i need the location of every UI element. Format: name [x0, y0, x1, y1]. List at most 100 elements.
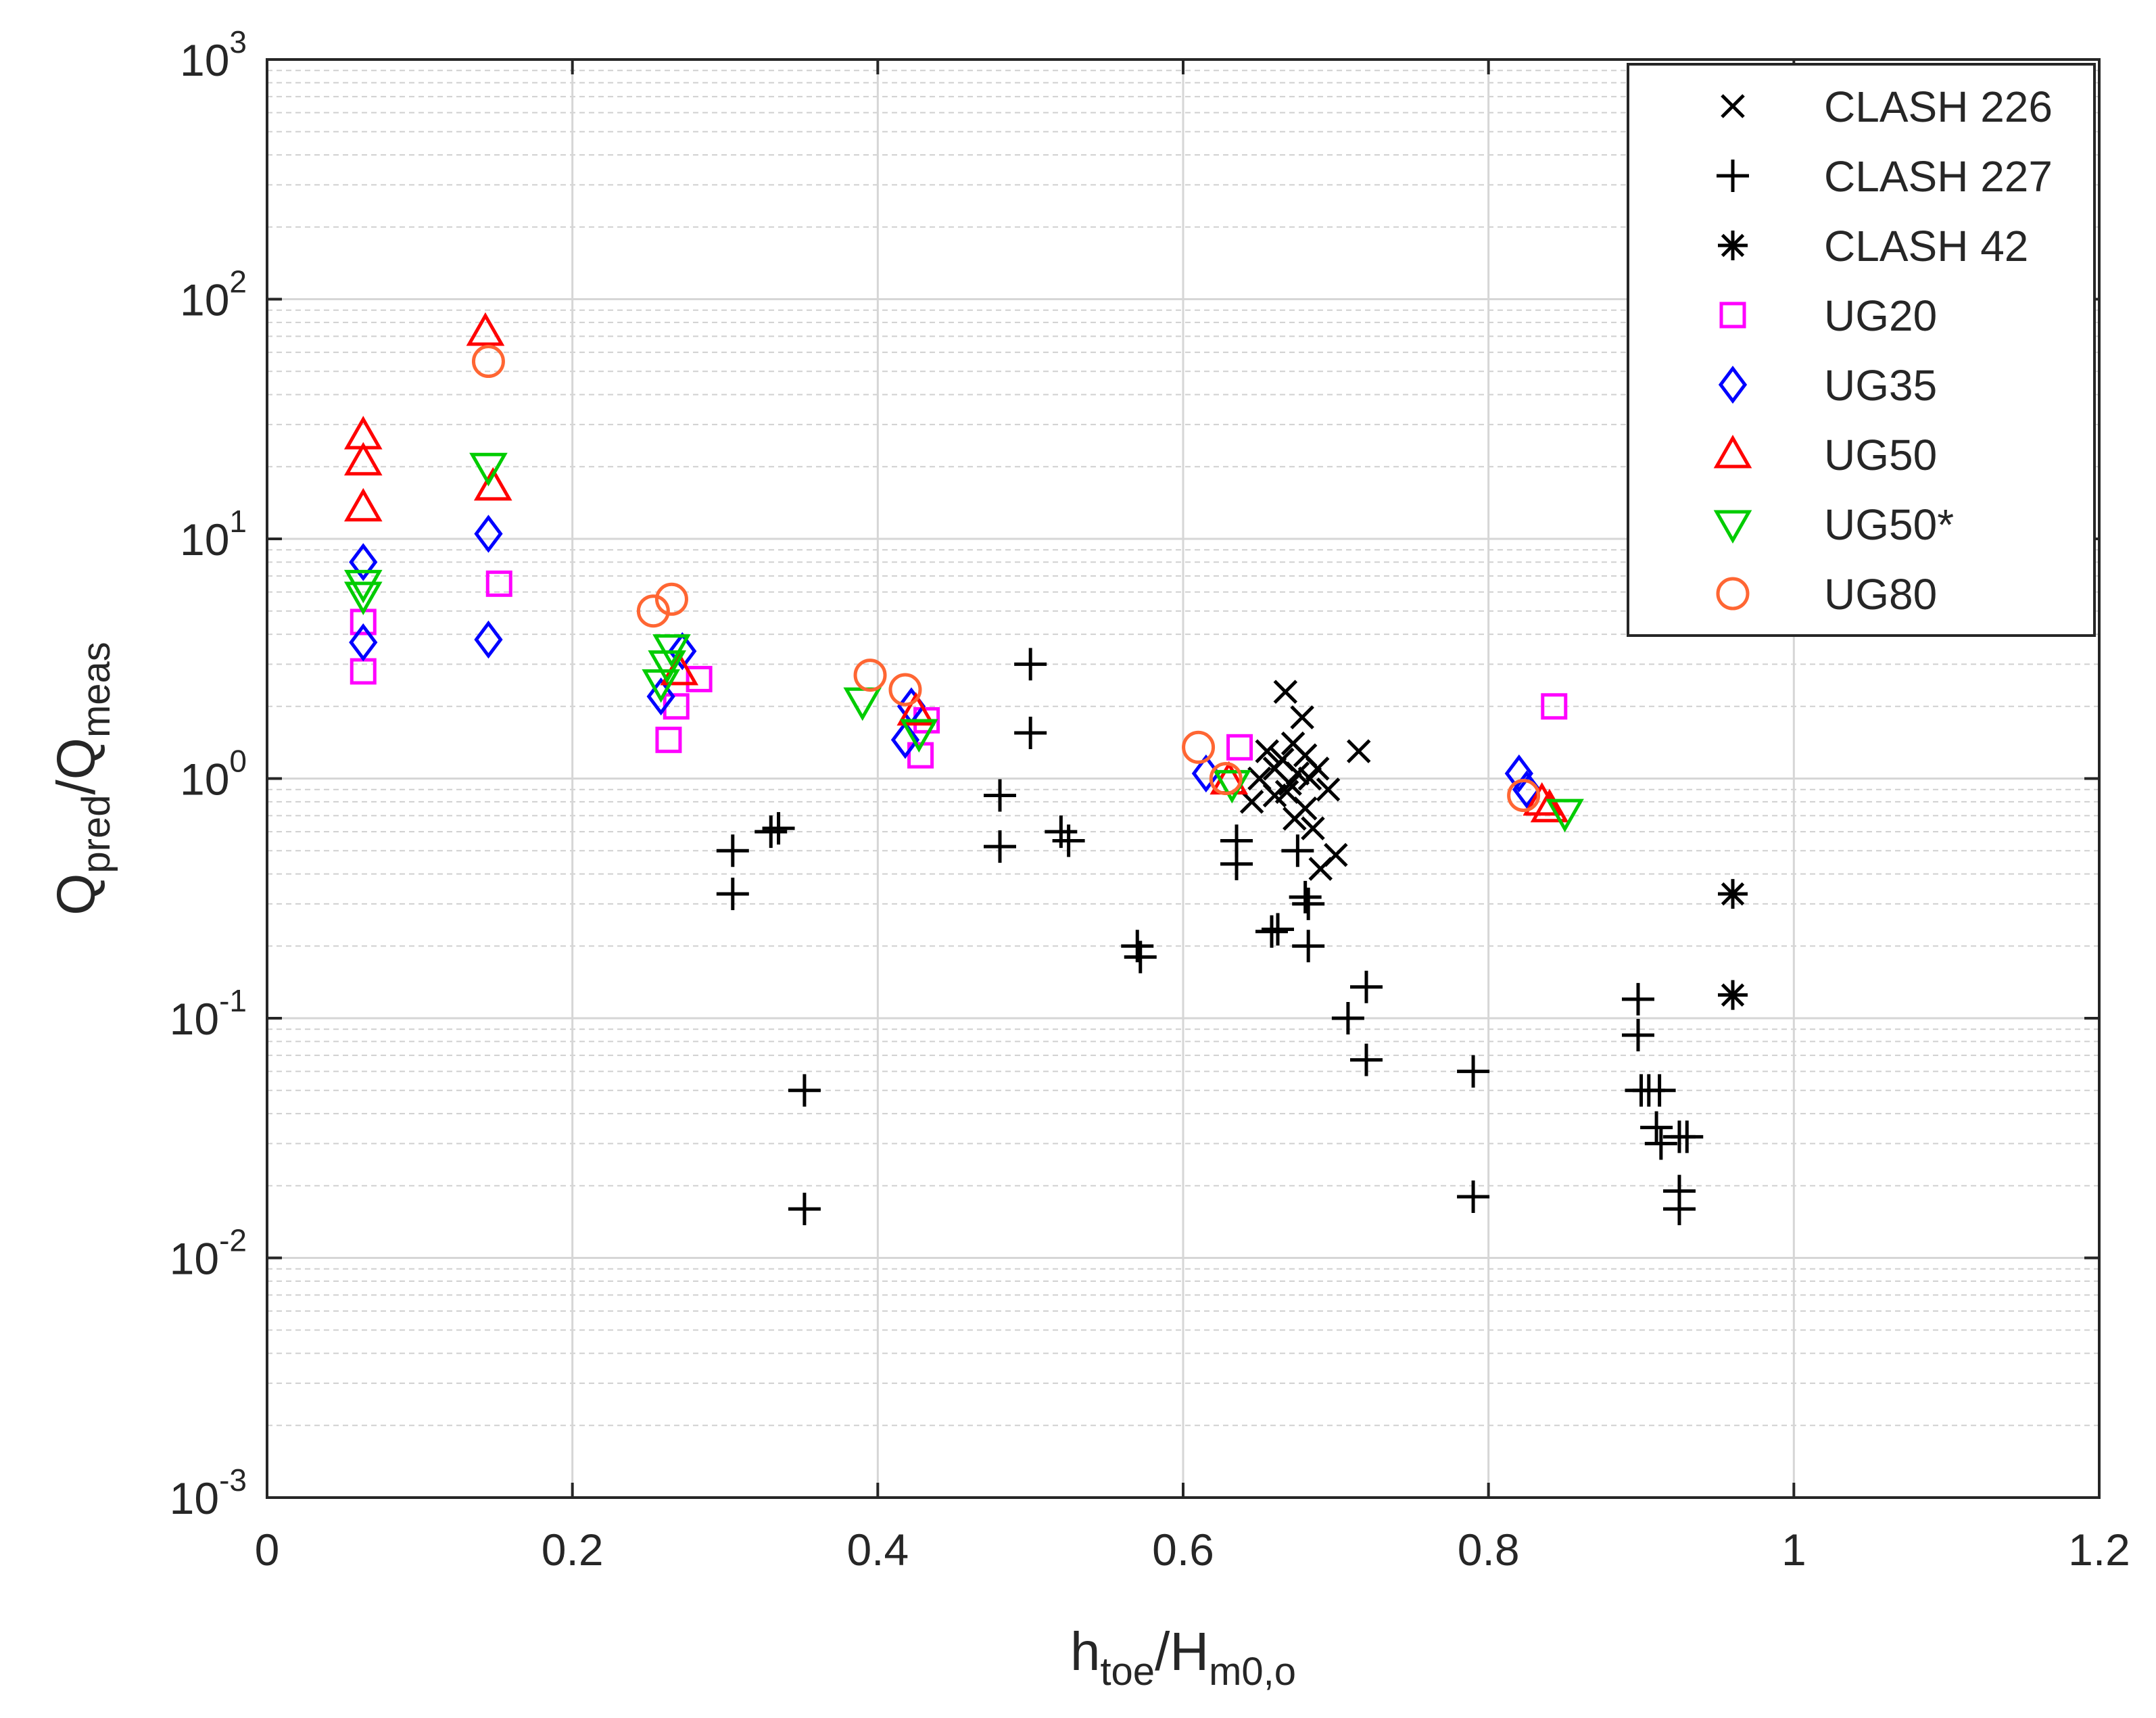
data-point-clash-227 [754, 815, 788, 849]
data-point-clash-226 [1273, 679, 1298, 705]
data-point-clash-226 [1283, 807, 1307, 831]
y-tick-label: 10-2 [170, 1223, 247, 1284]
data-point-ug80 [1182, 730, 1216, 764]
data-point-clash-227 [1457, 1055, 1490, 1088]
data-point-ug50 [1530, 788, 1569, 823]
y-tick-label-base: 10 [180, 755, 229, 805]
data-point-clash-227 [1643, 1074, 1676, 1107]
series-clash-226 [1239, 679, 1371, 881]
y-axis-title-sep: / [46, 779, 106, 794]
y-tick-label-exponent: 2 [229, 264, 247, 300]
data-point-ug35 [349, 543, 378, 581]
data-point-ug50 [343, 581, 383, 615]
y-tick-label: 101 [180, 504, 247, 565]
x-axis-title-base2: H [1170, 1621, 1209, 1681]
x-tick-label: 1 [1781, 1525, 1806, 1575]
data-point-clash-226 [1301, 816, 1325, 840]
legend-items: CLASH 226 CLASH 227 CLASH 42 UG20 UG35 UG50 UG… [1713, 82, 2053, 619]
tick-layer: 0 0.2 0.4 0.6 0.8 1 1.210-310-210-110010110210… [170, 24, 2130, 1575]
data-point-ug50 [343, 569, 383, 604]
x-tick-label: 0.6 [1152, 1525, 1214, 1575]
y-tick-label-base: 10 [170, 1234, 219, 1284]
x-tick-label: 0 [255, 1525, 280, 1575]
data-point-clash-227 [1045, 815, 1078, 849]
x-axis-title-base1: h [1070, 1621, 1101, 1681]
y-tick-label: 10-1 [170, 983, 247, 1044]
data-point-ug35 [1504, 754, 1533, 793]
data-point-clash-42 [1718, 879, 1748, 909]
y-tick-label-base: 10 [170, 994, 219, 1044]
x-tick-label: 0.2 [542, 1525, 604, 1575]
data-point-clash-227 [1621, 982, 1654, 1016]
data-point-clash-227 [1281, 834, 1314, 867]
data-point-clash-227 [716, 878, 749, 911]
x-tick-label: 0.4 [846, 1525, 909, 1575]
legend-label: CLASH 226 [1824, 82, 2053, 131]
data-point-clash-226 [1346, 739, 1371, 763]
data-point-clash-227 [1644, 1127, 1677, 1160]
x-axis-title-sub1: toe [1100, 1650, 1155, 1694]
x-axis-title: htoe/Hm0,o [1070, 1621, 1296, 1694]
data-point-clash-226 [1278, 771, 1302, 796]
y-tick-label: 102 [180, 264, 247, 325]
data-point-ug20 [686, 665, 713, 692]
data-point-clash-227 [984, 830, 1016, 863]
data-point-ug35 [349, 623, 378, 662]
y-axis-title-base2: Q [46, 738, 106, 780]
x-axis-title-sub2: m0,o [1209, 1650, 1296, 1694]
data-point-ug80 [1507, 779, 1541, 813]
data-point-ug50 [652, 634, 691, 668]
data-point-clash-227 [1255, 915, 1288, 948]
y-tick-label: 100 [180, 744, 247, 805]
data-point-clash-226 [1305, 757, 1330, 781]
y-tick-label: 10-3 [170, 1462, 247, 1523]
legend: CLASH 226 CLASH 227 CLASH 42 UG20 UG35 UG50 UG… [1627, 63, 2096, 637]
data-point-clash-226 [1274, 780, 1299, 804]
legend-label: UG20 [1824, 291, 1937, 340]
legend-label: CLASH 42 [1824, 222, 2028, 270]
legend-label: UG50 [1824, 431, 1937, 479]
series-ug80 [471, 345, 1541, 813]
data-point-ug50 [900, 719, 938, 753]
data-point-ug20 [1541, 693, 1568, 720]
y-tick-label-base: 10 [180, 35, 229, 85]
y-tick-label-base: 10 [170, 1473, 219, 1523]
x-tick-label: 1.2 [2068, 1525, 2130, 1575]
legend-marker [1713, 510, 1752, 544]
data-point-ug20 [655, 726, 682, 753]
data-point-ug20 [1226, 734, 1253, 761]
y-tick-label-exponent: 3 [229, 24, 247, 59]
data-point-ug80 [471, 345, 505, 379]
data-point-clash-226 [1239, 790, 1264, 814]
data-point-clash-226 [1255, 739, 1279, 763]
data-point-clash-227 [984, 779, 1016, 812]
y-axis-title-base1: Q [46, 874, 106, 915]
data-point-clash-226 [1290, 705, 1314, 730]
data-point-ug35 [890, 721, 920, 759]
legend-label: UG50* [1824, 500, 1954, 549]
data-point-clash-227 [1292, 887, 1325, 920]
data-point-clash-227 [1640, 1111, 1673, 1144]
legend-marker [1718, 231, 1748, 260]
data-point-clash-227 [1124, 940, 1157, 974]
series-clash-42 [1718, 879, 1748, 1010]
x-axis-title-sep: / [1155, 1621, 1170, 1681]
series-clash-227 [716, 648, 1704, 1226]
y-axis-title-sub1: pred [74, 794, 118, 873]
data-point-clash-227 [1220, 847, 1253, 880]
y-axis-title: Qpred/Qmeas [46, 642, 118, 915]
marker-layer [343, 312, 1748, 1226]
y-tick-label-exponent: -1 [219, 983, 247, 1018]
data-point-ug50 [473, 467, 512, 501]
data-point-clash-227 [1052, 824, 1085, 857]
data-point-clash-42 [1718, 980, 1748, 1010]
legend-marker [1721, 94, 1745, 118]
data-point-clash-227 [1292, 930, 1325, 963]
data-point-ug35 [474, 515, 503, 553]
data-point-clash-227 [1262, 913, 1295, 946]
data-point-clash-227 [1331, 1002, 1364, 1034]
data-point-clash-226 [1285, 761, 1310, 786]
legend-label: CLASH 227 [1824, 152, 2053, 201]
